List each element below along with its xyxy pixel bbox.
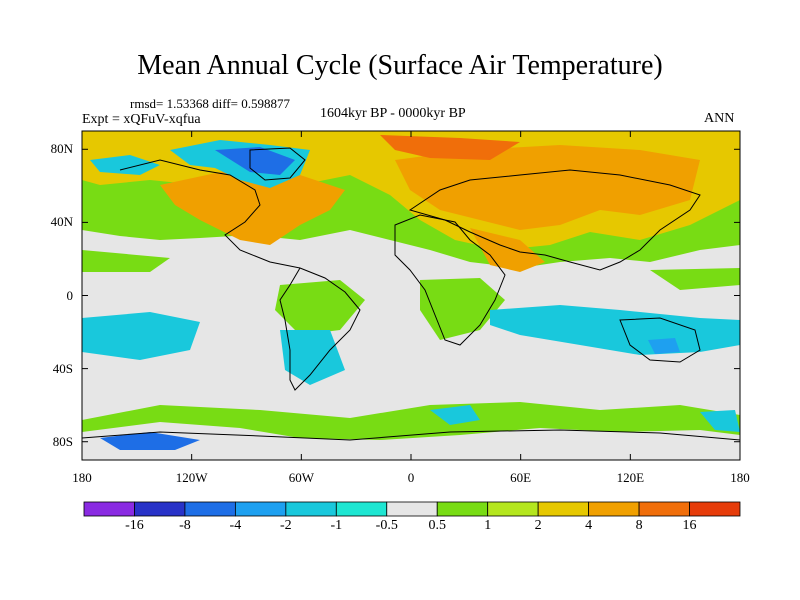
east-antarctica-cyan [700,410,740,432]
colorbar-swatch [386,501,438,517]
colorbar-swatch [487,501,539,517]
lat-label: 0 [66,287,74,303]
colorbar-swatch [184,501,236,517]
west-pacific-green [650,268,740,290]
colorbar-label: 16 [682,518,697,533]
colorbar-label: 4 [585,518,593,533]
eurasia-coast [408,169,701,271]
lat-label: 40S [52,360,73,376]
north-america-orange [160,170,345,245]
period-text: 1604kyr BP - 0000kyr BP [320,106,466,121]
greenland-coast [249,147,306,181]
colorbar-label: -2 [280,518,292,533]
east-pacific-green [82,250,170,272]
ross-sea-blue [100,432,200,450]
colorbar-swatch [588,501,640,517]
colorbar-label: 2 [534,518,542,533]
lon-label: 60W [288,470,314,485]
colorbar-swatch [285,501,337,517]
lat-label: 80S [52,433,73,449]
lon-label: 180 [72,470,92,485]
south-america-coast [279,267,361,391]
weddell-cyan [430,405,480,425]
colorbar-label: 0.5 [428,518,446,533]
greenland-blue [215,147,295,175]
colorbar-swatch [638,501,690,517]
coastlines [82,147,740,441]
lon-label: 120E [616,470,645,485]
alaska-cyan [90,155,160,175]
lon-label: 180 [730,470,750,485]
antarctica-coast [82,429,740,441]
colorbar-swatch [436,501,489,517]
arctic-russia-red-orange [380,135,520,160]
temperature-anomaly-field [82,131,740,460]
colorbar-label: 1 [484,518,492,533]
lon-label: 60E [510,470,532,485]
experiment-text: Expt = xQFuV-xqfua [82,112,201,127]
south-asia-orange [470,228,545,272]
lat-label: 40N [50,214,73,230]
colorbar-swatch [689,501,741,517]
africa-green [420,278,505,340]
south-america-green [275,280,365,335]
colorbar-label: -1 [330,518,343,533]
season-text: ANN [704,111,735,126]
australia-blue [648,338,680,354]
lon-label: 0 [407,470,415,485]
eurasia-orange [395,145,700,230]
colorbar-swatch [83,501,135,517]
colorbar-label: 8 [635,518,643,533]
figure-title: Mean Annual Cycle (Surface Air Temperatu… [137,50,663,81]
antarctica-neutral [82,422,740,460]
australia-coast [619,317,701,363]
colorbar-swatch [537,501,590,517]
south-pacific-cyan [82,312,200,360]
lon-label: 120W [175,470,208,485]
patagonia-cyan [280,330,345,385]
lat-tick-marks [82,148,740,443]
colorbar-swatch [134,501,186,517]
colorbar [83,501,741,517]
colorbar-swatch [234,501,287,517]
stats-text: rmsd= 1.53368 diff= 0.598877 [130,96,290,111]
indian-ocean-cyan [490,305,740,355]
colorbar-label: -16 [125,518,144,533]
lon-tick-marks [81,131,741,460]
colorbar-label: -4 [229,518,242,533]
colorbar-label: -0.5 [375,518,398,533]
africa-coast [394,214,506,346]
lat-label: 80N [50,141,73,157]
north-america-coast [119,159,301,269]
colorbar-swatch [335,501,388,517]
colorbar-label: -8 [179,518,191,533]
